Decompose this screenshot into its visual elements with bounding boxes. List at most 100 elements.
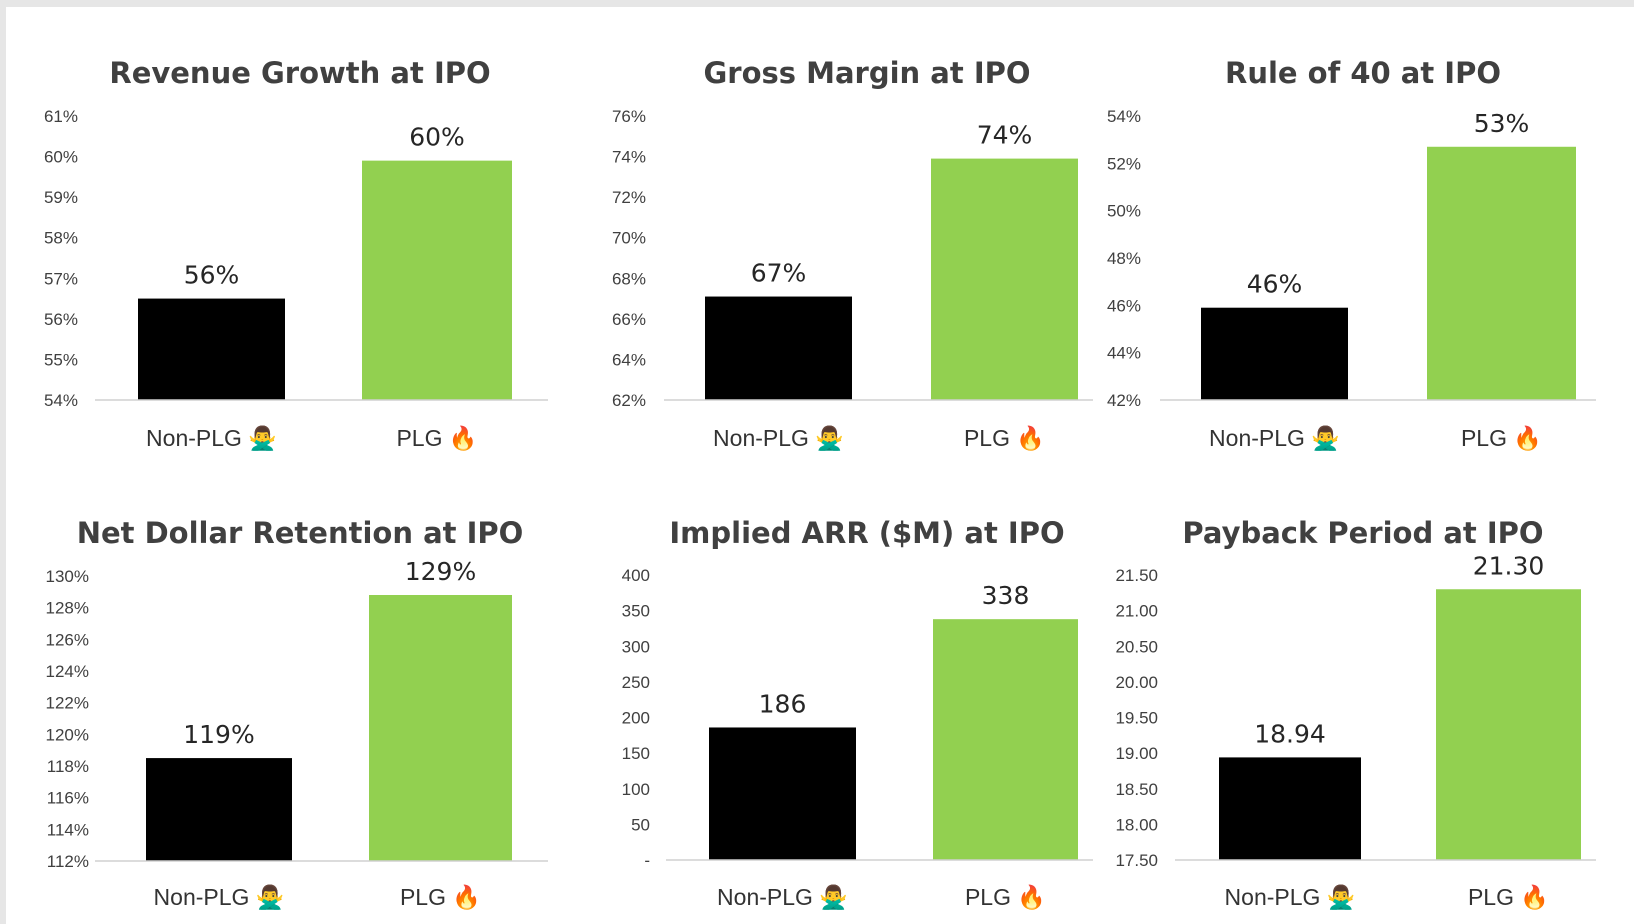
category-name: PLG	[400, 884, 452, 910]
y-tick-label: 20.00	[1115, 673, 1158, 692]
fire-icon: 🔥	[1017, 884, 1046, 911]
category-label-plg: PLG 🔥	[964, 425, 1045, 452]
y-tick-label: 66%	[612, 310, 646, 329]
chart-title: Gross Margin at IPO	[703, 56, 1030, 90]
data-label: 186	[759, 689, 807, 718]
category-label-non-plg: Non-PLG 🙅‍♂️	[713, 425, 844, 452]
chart-title: Implied ARR ($M) at IPO	[669, 516, 1064, 550]
category-name: PLG	[965, 884, 1017, 910]
bar-plg	[931, 158, 1078, 400]
bar-non-plg	[138, 298, 285, 400]
y-tick-label: 19.00	[1115, 744, 1158, 763]
category-label-plg: PLG 🔥	[1461, 425, 1542, 452]
y-tick-label: 116%	[47, 789, 89, 808]
y-tick-label: 20.50	[1115, 637, 1158, 656]
y-tick-label: 74%	[612, 148, 646, 167]
chart-panel-2: Gross Margin at IPO 62% 64% 66% 68% 70% 72% 74%…	[612, 56, 1093, 452]
person-gesturing-no-icon: 🙅‍♂️	[819, 884, 848, 911]
y-tick-label: 44%	[1107, 344, 1141, 363]
chart-panel-1: Revenue Growth at IPO 54% 55% 56% 57% 58% 59% 6…	[44, 56, 548, 452]
category-label-plg: PLG 🔥	[396, 425, 477, 452]
fire-icon: 🔥	[1513, 425, 1542, 452]
y-tick-label: 100	[622, 780, 650, 799]
data-label: 67%	[751, 259, 807, 288]
y-tick-label: 52%	[1107, 154, 1141, 173]
y-tick-label: 300	[622, 637, 650, 656]
y-tick-label: 57%	[44, 269, 78, 288]
chart-title: Rule of 40 at IPO	[1225, 56, 1501, 90]
category-name: Non-PLG	[146, 425, 248, 451]
y-tick-label: 50%	[1107, 202, 1141, 221]
bar-non-plg	[705, 296, 852, 400]
y-tick-label: 112%	[47, 852, 89, 871]
fire-icon: 🔥	[1016, 425, 1045, 452]
chart-panel-4: Net Dollar Retention at IPO 112% 114% 116% 1…	[46, 516, 548, 911]
y-tick-label: 62%	[612, 391, 646, 410]
chart-panel-6: Payback Period at IPO 17.50 18.00 18.50 19.0…	[1115, 516, 1596, 911]
category-name: PLG	[1461, 425, 1513, 451]
bar-plg	[362, 160, 512, 400]
bar-non-plg	[709, 727, 856, 860]
y-tick-label: 48%	[1107, 249, 1141, 268]
data-label: 56%	[184, 261, 240, 290]
y-tick-label: 50	[631, 815, 650, 834]
fire-icon: 🔥	[452, 884, 481, 911]
y-tick-label: 56%	[44, 310, 78, 329]
category-name: PLG	[964, 425, 1016, 451]
y-tick-label: 60%	[44, 148, 78, 167]
y-tick-label: 19.50	[1115, 709, 1158, 728]
category-label-non-plg: Non-PLG 🙅‍♂️	[717, 884, 848, 911]
y-tick-label: 46%	[1107, 296, 1141, 315]
data-label: 46%	[1247, 270, 1303, 299]
fire-icon: 🔥	[1520, 884, 1549, 911]
y-tick-label: 58%	[44, 229, 78, 248]
person-gesturing-no-icon: 🙅‍♂️	[248, 425, 277, 452]
chart-panel-5: Implied ARR ($M) at IPO - 50 100 150 200 250 30…	[622, 516, 1093, 911]
y-tick-label: 21.00	[1115, 602, 1158, 621]
fire-icon: 🔥	[449, 425, 478, 452]
y-tick-label: 70%	[612, 229, 646, 248]
y-tick-label: 118%	[47, 757, 89, 776]
y-tick-label: 21.50	[1115, 566, 1158, 585]
category-name: PLG	[1468, 884, 1520, 910]
bar-non-plg	[146, 758, 292, 861]
category-name: PLG	[396, 425, 448, 451]
chart-title: Revenue Growth at IPO	[109, 56, 490, 90]
y-tick-label: 54%	[44, 391, 78, 410]
data-label: 53%	[1474, 109, 1530, 138]
y-tick-label: 120%	[46, 725, 89, 744]
category-label-non-plg: Non-PLG 🙅‍♂️	[1209, 425, 1340, 452]
data-label: 338	[982, 581, 1030, 610]
y-tick-label: 200	[622, 709, 650, 728]
y-tick-label: 250	[622, 673, 650, 692]
category-name: Non-PLG	[1225, 884, 1327, 910]
y-tick-label: 42%	[1107, 391, 1141, 410]
y-tick-label: 17.50	[1115, 851, 1158, 870]
bar-plg	[1436, 589, 1581, 860]
data-label: 129%	[405, 557, 476, 586]
y-tick-label: 400	[622, 566, 650, 585]
category-name: Non-PLG	[1209, 425, 1311, 451]
category-name: Non-PLG	[154, 884, 256, 910]
y-tick-label: 128%	[46, 599, 89, 618]
category-label-non-plg: Non-PLG 🙅‍♂️	[154, 884, 285, 911]
bar-plg	[933, 619, 1078, 860]
y-tick-label: 350	[622, 602, 650, 621]
category-name: Non-PLG	[717, 884, 819, 910]
y-tick-label: 122%	[46, 694, 89, 713]
y-tick-label: 54%	[1107, 107, 1141, 126]
y-tick-label: 114%	[47, 820, 89, 839]
y-tick-label: 150	[622, 744, 650, 763]
y-tick-label: 72%	[612, 188, 646, 207]
person-gesturing-no-icon: 🙅‍♂️	[815, 425, 844, 452]
y-tick-label: 64%	[612, 350, 646, 369]
category-label-non-plg: Non-PLG 🙅‍♂️	[1225, 884, 1356, 911]
person-gesturing-no-icon: 🙅‍♂️	[256, 884, 285, 911]
y-tick-label: 76%	[612, 107, 646, 126]
data-label: 18.94	[1254, 719, 1326, 748]
category-label-plg: PLG 🔥	[1468, 884, 1549, 911]
y-tick-label: 61%	[44, 107, 78, 126]
category-label-plg: PLG 🔥	[965, 884, 1046, 911]
category-label-plg: PLG 🔥	[400, 884, 481, 911]
